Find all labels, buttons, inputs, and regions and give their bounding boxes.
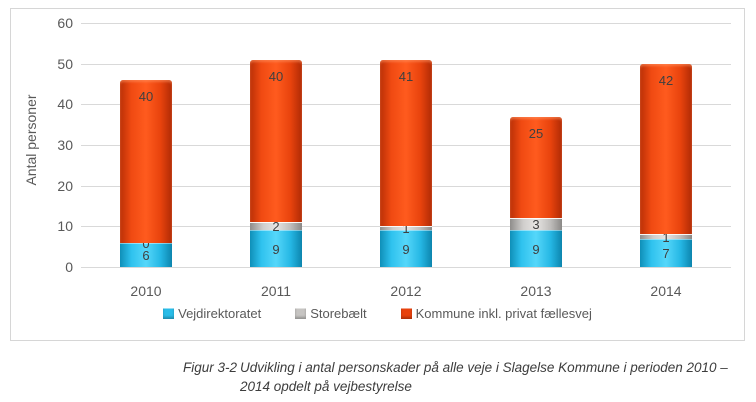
y-tick-label-60: 60 <box>57 15 73 31</box>
legend-marker-icon <box>163 308 175 319</box>
bar-segment-vejdirektoratet <box>120 242 172 267</box>
legend-marker-icon <box>295 308 307 319</box>
legend: Vejdirektoratet Storebælt Kommune inkl. pr… <box>11 306 744 321</box>
bar-column-2010: 6 0 40 <box>120 9 172 267</box>
gridline-60 <box>81 23 731 24</box>
chart-frame: Antal personer 0 10 20 30 40 50 60 6 0 40 2010 9 2 40… <box>10 8 745 341</box>
legend-item-kommune: Kommune inkl. privat fællesvej <box>400 306 592 321</box>
gridline-0 <box>81 267 731 268</box>
bar-segment-vejdirektoratet <box>250 230 302 267</box>
bar-segment-vejdirektoratet <box>510 230 562 267</box>
bar-column-2011: 9 2 40 <box>250 9 302 267</box>
legend-label: Vejdirektoratet <box>178 306 262 321</box>
bar-segment-vejdirektoratet <box>380 230 432 267</box>
figure-caption-text: Udvikling i antal personskader på alle v… <box>240 360 728 394</box>
y-tick-label-0: 0 <box>65 259 73 275</box>
legend-item-vejdirektoratet: Vejdirektoratet <box>163 306 261 321</box>
bar-segment-storebælt <box>250 222 302 231</box>
bar-column-2012: 9 1 41 <box>380 9 432 267</box>
bar-segment-storebælt <box>380 226 432 231</box>
y-tick-label-40: 40 <box>57 96 73 113</box>
bar-segment-vejdirektoratet <box>640 238 692 267</box>
bar-segment-kommune <box>640 63 692 235</box>
x-axis-label-2012: 2012 <box>390 283 422 299</box>
bar-segment-kommune <box>120 79 172 243</box>
bar-segment-storebælt <box>640 234 692 239</box>
bar-column-2013: 9 3 25 <box>510 9 562 267</box>
figure-caption-label: Figur 3-2 <box>183 360 238 375</box>
x-axis-label-2011: 2011 <box>260 283 292 299</box>
y-tick-label-10: 10 <box>57 218 73 235</box>
legend-marker-icon <box>400 308 412 319</box>
legend-item-storebælt: Storebælt <box>295 306 367 321</box>
bar-segment-storebælt <box>510 218 562 231</box>
x-axis-label-2014: 2014 <box>650 283 682 299</box>
y-tick-label-50: 50 <box>57 55 73 72</box>
x-axis-label-2010: 2010 <box>130 283 162 299</box>
legend-label: Storebælt <box>310 306 367 321</box>
figure-caption: Figur 3-2 Udvikling i antal personskader… <box>183 358 745 396</box>
y-tick-label-30: 30 <box>57 137 73 153</box>
x-axis-label-2013: 2013 <box>520 283 552 299</box>
y-tick-label-20: 20 <box>57 177 73 194</box>
legend-label: Kommune inkl. privat fællesvej <box>415 306 592 321</box>
bar-column-2014: 7 1 42 <box>640 9 692 267</box>
bar-segment-kommune <box>510 116 562 219</box>
bar-segment-kommune <box>380 59 432 227</box>
bar-segment-kommune <box>250 59 302 223</box>
